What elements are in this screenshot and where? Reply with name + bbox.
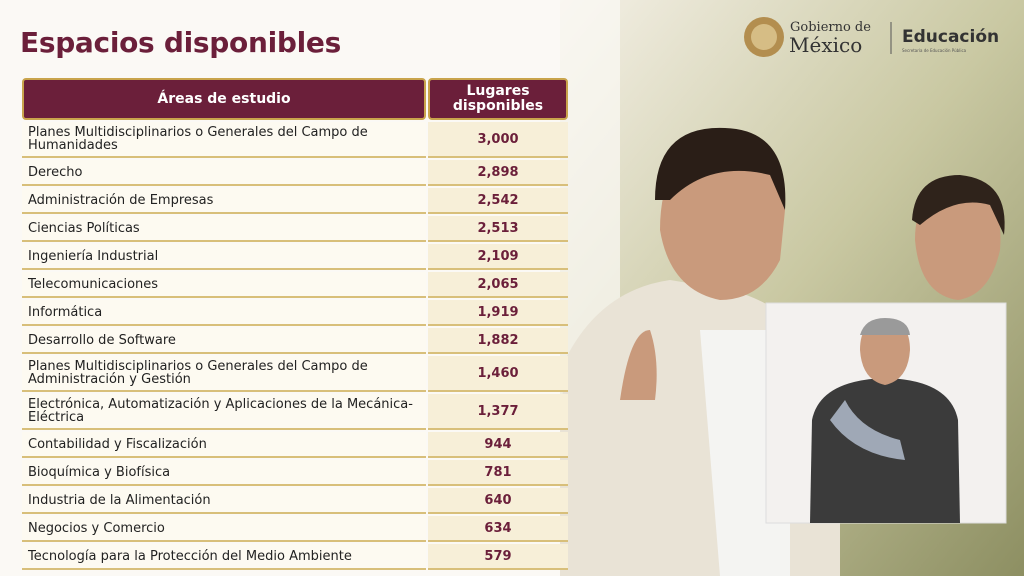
places-cell: 1,882 bbox=[428, 328, 568, 354]
places-cell: 781 bbox=[428, 460, 568, 486]
table-row: Electrónica, Automatización y Aplicacion… bbox=[22, 394, 568, 430]
places-cell: 1,919 bbox=[428, 300, 568, 326]
area-cell: Administración de Empresas bbox=[22, 188, 426, 214]
places-cell: 1,377 bbox=[428, 394, 568, 430]
table-row: Planes Multidisciplinarios o Generales d… bbox=[22, 122, 568, 158]
places-cell: 3,000 bbox=[428, 122, 568, 158]
places-cell: 579 bbox=[428, 544, 568, 570]
places-cell: 2,898 bbox=[428, 160, 568, 186]
area-cell: Desarrollo de Software bbox=[22, 328, 426, 354]
places-table: Áreas de estudio Lugares disponibles Pla… bbox=[20, 76, 570, 572]
logo-line2: México bbox=[789, 33, 862, 57]
header-row: Áreas de estudio Lugares disponibles bbox=[22, 78, 568, 120]
places-cell: 2,065 bbox=[428, 272, 568, 298]
area-cell: Planes Multidisciplinarios o Generales d… bbox=[22, 122, 426, 158]
area-cell: Planes Multidisciplinarios o Generales d… bbox=[22, 356, 426, 392]
places-cell: 2,542 bbox=[428, 188, 568, 214]
table-row: Industria de la Alimentación 640 bbox=[22, 488, 568, 514]
places-cell: 1,460 bbox=[428, 356, 568, 392]
places-cell: 2,513 bbox=[428, 216, 568, 242]
area-cell: Derecho bbox=[22, 160, 426, 186]
table-body: Planes Multidisciplinarios o Generales d… bbox=[22, 122, 568, 570]
photo-background bbox=[560, 0, 1024, 576]
table-row: Telecomunicaciones 2,065 bbox=[22, 272, 568, 298]
area-cell: Contabilidad y Fiscalización bbox=[22, 432, 426, 458]
table-row: Informática 1,919 bbox=[22, 300, 568, 326]
places-cell: 2,109 bbox=[428, 244, 568, 270]
logo-subtitle: Secretaría de Educación Pública bbox=[902, 48, 967, 53]
area-cell: Industria de la Alimentación bbox=[22, 488, 426, 514]
area-cell: Electrónica, Automatización y Aplicacion… bbox=[22, 394, 426, 430]
area-cell: Bioquímica y Biofísica bbox=[22, 460, 426, 486]
slide-title: Espacios disponibles bbox=[20, 26, 341, 59]
area-cell: Informática bbox=[22, 300, 426, 326]
logo-line1: Gobierno de bbox=[790, 20, 871, 35]
seal-inner bbox=[751, 24, 777, 50]
area-cell: Ciencias Políticas bbox=[22, 216, 426, 242]
table-row: Contabilidad y Fiscalización 944 bbox=[22, 432, 568, 458]
table-row: Administración de Empresas 2,542 bbox=[22, 188, 568, 214]
area-cell: Ingeniería Industrial bbox=[22, 244, 426, 270]
government-logo: Gobierno de México Educación Secretaría … bbox=[744, 17, 999, 57]
table-row: Negocios y Comercio 634 bbox=[22, 516, 568, 542]
column-header: Áreas de estudio bbox=[22, 78, 426, 120]
table-row: Ciencias Políticas 2,513 bbox=[22, 216, 568, 242]
places-cell: 634 bbox=[428, 516, 568, 542]
places-cell: 944 bbox=[428, 432, 568, 458]
logo-department: Educación bbox=[902, 27, 999, 47]
table-row: Planes Multidisciplinarios o Generales d… bbox=[22, 356, 568, 392]
column-header: Lugares disponibles bbox=[428, 78, 568, 120]
table-row: Bioquímica y Biofísica 781 bbox=[22, 460, 568, 486]
table-row: Desarrollo de Software 1,882 bbox=[22, 328, 568, 354]
table-row: Ingeniería Industrial 2,109 bbox=[22, 244, 568, 270]
places-cell: 640 bbox=[428, 488, 568, 514]
table-row: Derecho 2,898 bbox=[22, 160, 568, 186]
area-cell: Negocios y Comercio bbox=[22, 516, 426, 542]
area-cell: Telecomunicaciones bbox=[22, 272, 426, 298]
table-row: Tecnología para la Protección del Medio … bbox=[22, 544, 568, 570]
area-cell: Tecnología para la Protección del Medio … bbox=[22, 544, 426, 570]
